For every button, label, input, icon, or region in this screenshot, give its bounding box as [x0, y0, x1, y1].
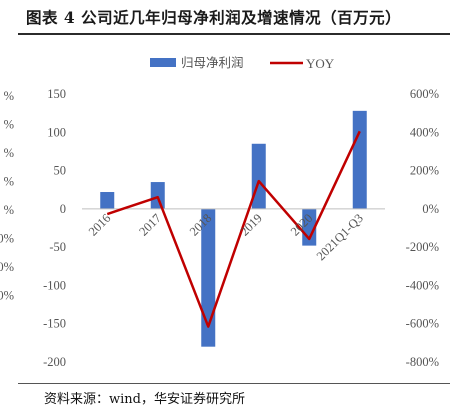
cut-off-label: %	[4, 203, 14, 217]
legend-line-label: YOY	[306, 56, 335, 71]
figure-title: 图表 4 公司近几年归母净利润及增速情况（百万元）	[26, 8, 402, 27]
right-tick-label: 600%	[410, 87, 439, 101]
right-y-axis: 600% 400% 200% 0% -200% -400% -600% -800%	[406, 87, 439, 369]
legend-bar-label: 归母净利润	[181, 55, 244, 70]
x-label-2021Q1-Q3: 2021Q1-Q3	[314, 211, 366, 263]
right-tick-label: -600%	[406, 317, 439, 331]
left-tick-label: 0	[60, 202, 66, 216]
left-tick-label: 150	[47, 87, 66, 101]
bar-series	[100, 110, 367, 347]
left-tick-label: -100	[43, 278, 66, 292]
cut-off-label: 0%	[0, 260, 14, 274]
cut-off-label: %	[4, 146, 14, 160]
bar-2017	[150, 182, 165, 209]
yoy-line	[106, 130, 361, 328]
x-label-2016: 2016	[86, 211, 114, 239]
cut-off-label: %	[4, 175, 14, 189]
cut-off-label: %	[4, 89, 14, 103]
cut-off-axis-labels: %%%%% 0% 0% 0%	[0, 89, 14, 303]
right-tick-label: 0%	[422, 202, 439, 216]
yoy-line-series	[106, 130, 361, 328]
left-tick-label: 50	[54, 164, 67, 178]
legend: 归母净利润 YOY	[150, 55, 335, 71]
cut-off-label: %	[4, 118, 14, 132]
chart-area: 归母净利润 YOY 150 100 50 0 -50 -100 -150 -200 600% 40…	[0, 55, 439, 369]
right-tick-label: -400%	[406, 278, 439, 292]
left-tick-label: -50	[49, 240, 66, 254]
right-tick-label: -800%	[406, 355, 439, 369]
title-rule	[18, 33, 450, 35]
x-label-2017: 2017	[136, 211, 164, 239]
left-tick-label: -200	[43, 355, 66, 369]
left-y-axis: 150 100 50 0 -50 -100 -150 -200	[43, 87, 66, 369]
right-tick-label: -200%	[406, 240, 439, 254]
source-rule	[18, 383, 450, 384]
bar-2019	[251, 143, 266, 209]
bar-2021Q1-Q3	[352, 110, 367, 209]
left-tick-label: 100	[47, 125, 66, 139]
bar-2016	[100, 192, 115, 209]
bar-2018	[201, 208, 216, 347]
legend-bar-swatch	[150, 58, 176, 67]
cut-off-label: 0%	[0, 232, 14, 246]
cut-off-label: 0%	[0, 289, 14, 303]
right-tick-label: 200%	[410, 164, 439, 178]
source-note: 资料来源：wind，华安证券研究所	[44, 392, 245, 407]
right-tick-label: 400%	[410, 125, 439, 139]
left-tick-label: -150	[43, 317, 66, 331]
